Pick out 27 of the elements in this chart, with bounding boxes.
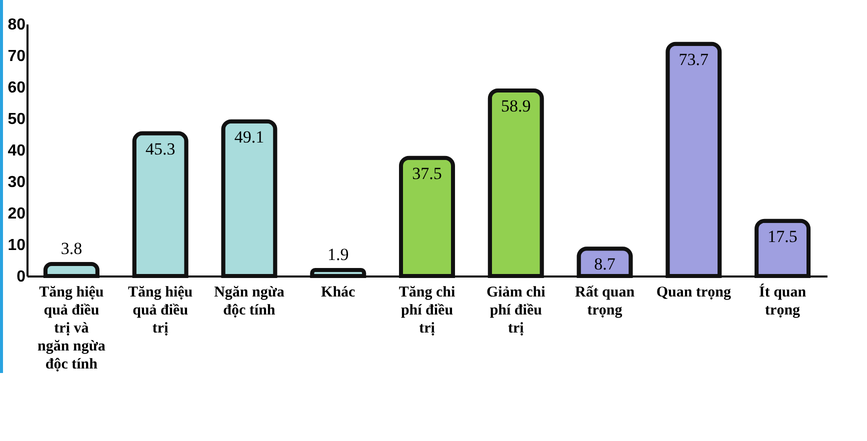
data-label: 3.8 — [60, 239, 82, 258]
x-tick-label: Rất quan trọng — [574, 284, 636, 318]
data-label: 8.7 — [594, 254, 616, 274]
data-label: 37.5 — [412, 164, 442, 183]
y-tick-label: 80 — [8, 16, 26, 34]
x-tick-label: Quan trọng — [656, 284, 732, 300]
data-label: 1.9 — [327, 245, 349, 264]
x-tick-label: Giảm chi phí điều trị — [486, 284, 546, 336]
data-label: 45.3 — [145, 139, 176, 158]
x-tick-label: Khác — [321, 284, 356, 300]
y-tick-label: 50 — [8, 111, 26, 128]
data-label: 17.5 — [768, 226, 798, 246]
y-tick-label: 10 — [8, 237, 26, 254]
y-tick-label: 70 — [8, 48, 26, 65]
x-tick-label: Tăng hiệu quả điều trị — [128, 284, 193, 336]
x-tick-label: Tăng chi phí điều trị — [398, 284, 456, 336]
x-tick-label: Tăng hiệu quả điều trị và ngăn ngừa độc tính — [38, 284, 106, 372]
y-tick-label: 30 — [8, 174, 26, 191]
x-tick-label: Ngăn ngừa độc tính — [214, 284, 285, 318]
data-label: 58.9 — [501, 96, 531, 116]
x-tick-label: Ít quan trọng — [759, 284, 807, 318]
data-label: 49.1 — [234, 127, 264, 146]
y-tick-label: 0 — [16, 268, 26, 286]
y-tick-label: 40 — [8, 142, 26, 160]
y-tick-label: 60 — [8, 80, 26, 96]
y-tick-label: 20 — [8, 206, 26, 222]
data-label: 73.7 — [678, 50, 710, 69]
